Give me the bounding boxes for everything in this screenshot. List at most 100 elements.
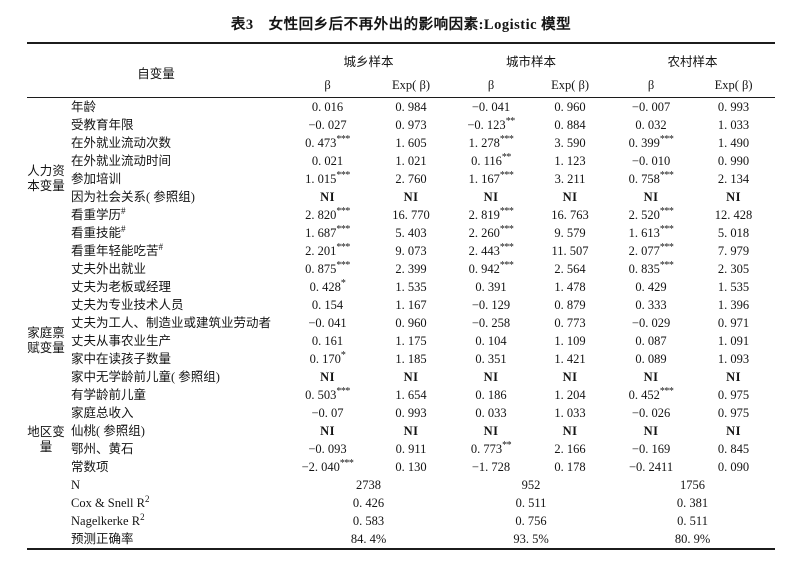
table-row: 丈夫为专业技术人员 0. 154 1. 167 −0. 129 0. 879 0. 333… bbox=[27, 296, 775, 314]
cell-beta: 0. 032 bbox=[610, 116, 692, 134]
row-label-text: 看重年轻能吃苦 bbox=[71, 244, 159, 258]
row-group-label: 地区变量 bbox=[27, 425, 65, 454]
row-label: 丈夫为工人、制造业或建筑业劳动者 bbox=[65, 314, 285, 332]
significance-stars: ** bbox=[505, 115, 516, 127]
row-label-superscript: # bbox=[158, 241, 164, 252]
cell-beta: 2. 443*** bbox=[452, 242, 530, 260]
summary-row: 预测正确率 84. 4% 93. 5% 80. 9% bbox=[27, 530, 775, 549]
cell-value: −0. 029 bbox=[631, 316, 671, 330]
summary-label: N bbox=[65, 476, 285, 494]
cell-beta: 2. 520*** bbox=[610, 206, 692, 224]
cell-value: 1. 535 bbox=[717, 280, 750, 294]
row-label: 丈夫外出就业 bbox=[65, 260, 285, 278]
table-row: 参加培训 1. 015*** 2. 760 1. 167*** 3. 211 0. 758… bbox=[27, 170, 775, 188]
cell-value: 1. 204 bbox=[554, 388, 586, 402]
row-label: 看重技能# bbox=[65, 224, 285, 242]
cell-exp-beta: NI bbox=[370, 188, 452, 206]
cell-beta: 0. 087 bbox=[610, 332, 692, 350]
cell-beta: 0. 333 bbox=[610, 296, 692, 314]
cell-beta: 0. 089 bbox=[610, 350, 692, 368]
summary-value: 0. 426 bbox=[352, 496, 385, 510]
cell-value: 1. 396 bbox=[717, 298, 750, 312]
cell-value: 2. 819 bbox=[468, 208, 500, 222]
cell-exp-beta: NI bbox=[530, 368, 610, 386]
cell-beta: NI bbox=[285, 368, 370, 386]
summary-label-text: Nagelkerke R bbox=[71, 514, 141, 528]
cell-value: 1. 109 bbox=[554, 334, 586, 348]
summary-value: 952 bbox=[521, 478, 541, 492]
cell-value: 0. 090 bbox=[717, 460, 750, 474]
cell-exp-beta: 0. 178 bbox=[530, 458, 610, 476]
row-group-spacer bbox=[27, 476, 65, 494]
summary-label-text: N bbox=[71, 478, 81, 492]
header-exp-beta-2: Exp( β) bbox=[551, 78, 590, 92]
cell-value: 0. 186 bbox=[475, 388, 507, 402]
logistic-regression-table: 自变量 城乡样本 城市样本 农村样本 β Exp( β) β Exp( β) β… bbox=[27, 42, 776, 550]
cell-beta: 2. 819*** bbox=[452, 206, 530, 224]
cell-value: 0. 993 bbox=[395, 406, 427, 420]
summary-value: 0. 756 bbox=[515, 514, 547, 528]
cell-value: 0. 429 bbox=[635, 280, 667, 294]
row-label: 看重学历# bbox=[65, 206, 285, 224]
significance-stars: *** bbox=[336, 169, 350, 181]
cell-beta: 0. 391 bbox=[452, 278, 530, 296]
cell-value: 0. 773 bbox=[470, 442, 503, 456]
header-exp-beta-3: Exp( β) bbox=[714, 78, 753, 92]
cell-value: 0. 503 bbox=[305, 388, 337, 402]
cell-exp-beta: 0. 911 bbox=[370, 440, 452, 458]
cell-value: 0. 975 bbox=[717, 406, 750, 420]
row-label: 常数项 bbox=[65, 458, 285, 476]
row-label-text: 看重学历 bbox=[71, 208, 122, 222]
table-row: 有学龄前儿童 0. 503*** 1. 654 0. 186 1. 204 0. 452*… bbox=[27, 386, 775, 404]
summary-label: 预测正确率 bbox=[65, 530, 285, 549]
cell-beta: 0. 016 bbox=[285, 98, 370, 117]
cell-value: 1. 421 bbox=[554, 352, 586, 366]
table-row: 丈夫为老板或经理 0. 428* 1. 535 0. 391 1. 478 0. 429 1… bbox=[27, 278, 775, 296]
cell-value: 2. 077 bbox=[628, 244, 660, 258]
cell-value: 0. 911 bbox=[395, 442, 427, 456]
row-label: 鄂州、黄石 bbox=[65, 440, 285, 458]
row-label-text: 有学龄前儿童 bbox=[71, 388, 147, 402]
cell-exp-beta: NI bbox=[530, 188, 610, 206]
cell-value: NI bbox=[643, 424, 659, 438]
header-exp-beta-1: Exp( β) bbox=[392, 78, 430, 92]
significance-stars: *** bbox=[499, 133, 514, 145]
cell-beta: −1. 728 bbox=[452, 458, 530, 476]
cell-value: 7. 979 bbox=[717, 244, 750, 258]
cell-beta: −0. 093 bbox=[285, 440, 370, 458]
cell-value: −0. 041 bbox=[308, 316, 347, 330]
cell-value: −1. 728 bbox=[471, 460, 511, 474]
cell-value: 1. 033 bbox=[554, 406, 586, 420]
significance-stars: *** bbox=[499, 259, 514, 271]
cell-beta: −0. 258 bbox=[452, 314, 530, 332]
row-label-text: 参加培训 bbox=[71, 172, 122, 186]
row-label-text: 家中在读孩子数量 bbox=[71, 352, 172, 366]
cell-beta: 1. 167*** bbox=[452, 170, 530, 188]
cell-exp-beta: 2. 760 bbox=[370, 170, 452, 188]
row-label-text: 丈夫从事农业生产 bbox=[71, 334, 172, 348]
row-label: 受教育年限 bbox=[65, 116, 285, 134]
header-sample-urban: 城市样本 bbox=[506, 55, 557, 69]
row-label-text: 受教育年限 bbox=[71, 118, 134, 132]
significance-stars: *** bbox=[336, 385, 350, 397]
cell-value: 2. 520 bbox=[628, 208, 660, 222]
cell-beta: 0. 154 bbox=[285, 296, 370, 314]
cell-value: 1. 123 bbox=[554, 154, 586, 168]
cell-value: 0. 351 bbox=[475, 352, 507, 366]
cell-value: 2. 201 bbox=[305, 244, 337, 258]
cell-value: −0. 07 bbox=[311, 406, 344, 420]
row-label: 丈夫从事农业生产 bbox=[65, 332, 285, 350]
cell-value: 0. 089 bbox=[635, 352, 667, 366]
cell-value: NI bbox=[483, 370, 499, 384]
row-label-text: 因为社会关系( 参照组) bbox=[71, 190, 195, 204]
cell-value: −0. 169 bbox=[631, 442, 671, 456]
cell-exp-beta: 0. 090 bbox=[692, 458, 775, 476]
cell-exp-beta: 0. 984 bbox=[370, 98, 452, 117]
cell-value: NI bbox=[403, 370, 419, 384]
cell-exp-beta: 1. 091 bbox=[692, 332, 775, 350]
cell-value: 0. 960 bbox=[395, 316, 427, 330]
table-row: 家中在读孩子数量 0. 170* 1. 185 0. 351 1. 421 0. 089 1… bbox=[27, 350, 775, 368]
cell-value: 1. 613 bbox=[628, 226, 660, 240]
cell-value: 1. 093 bbox=[717, 352, 750, 366]
